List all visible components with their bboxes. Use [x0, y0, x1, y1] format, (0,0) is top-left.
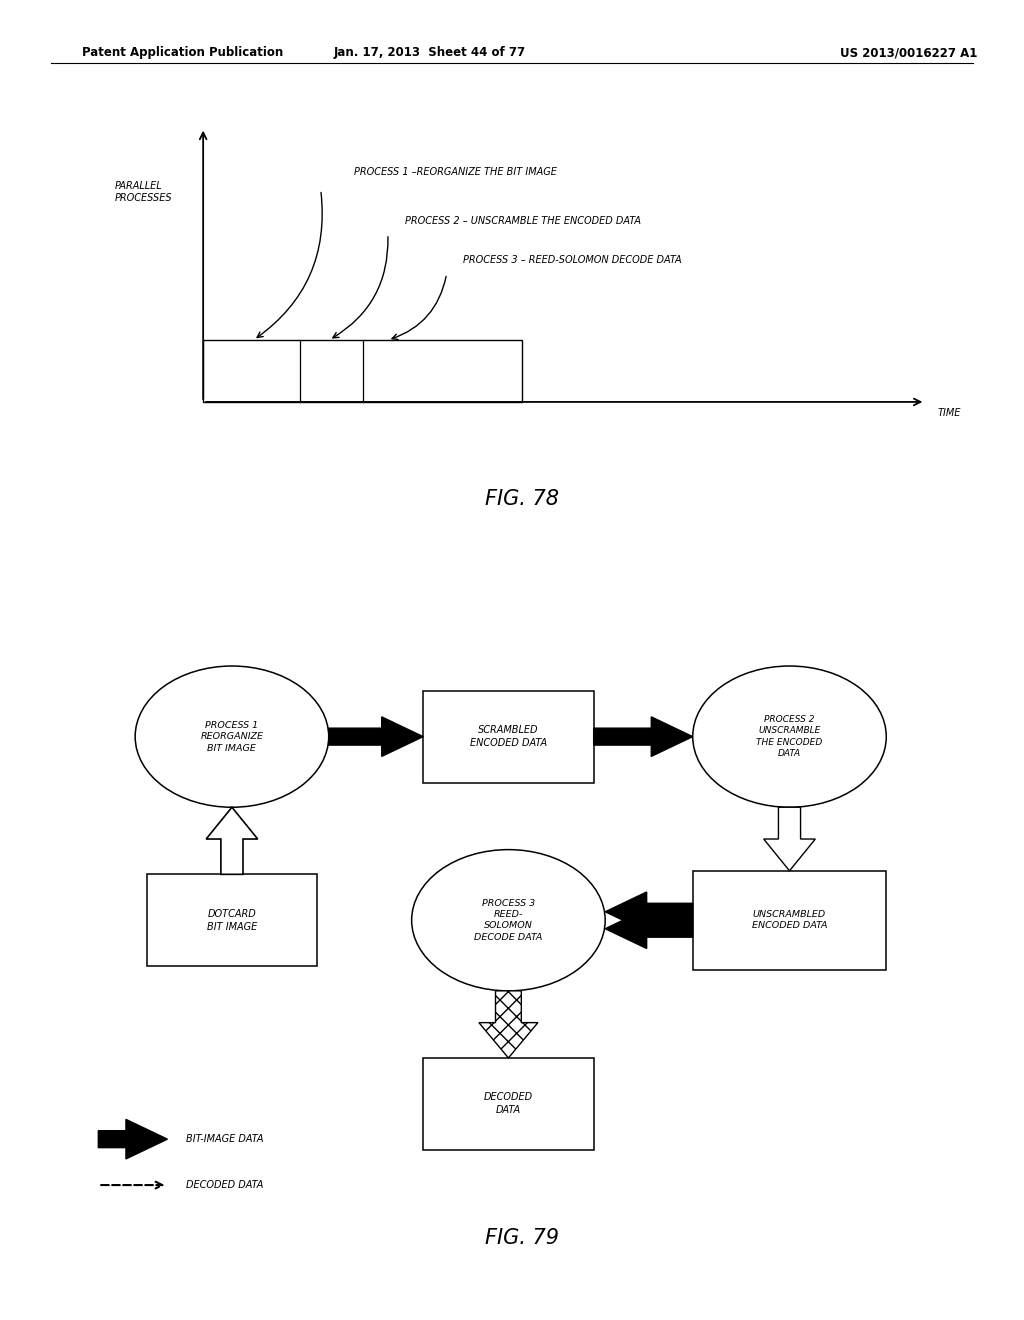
Polygon shape: [479, 991, 538, 1057]
Text: DECODED
DATA: DECODED DATA: [484, 1093, 532, 1115]
Text: BIT-IMAGE DATA: BIT-IMAGE DATA: [186, 1134, 263, 1144]
Text: PROCESS 3 – REED-SOLOMON DECODE DATA: PROCESS 3 – REED-SOLOMON DECODE DATA: [464, 256, 682, 265]
Text: SCRAMBLED
ENCODED DATA: SCRAMBLED ENCODED DATA: [470, 725, 547, 748]
Text: TIME: TIME: [938, 408, 962, 418]
Text: PROCESS 1
REORGANIZE
BIT IMAGE: PROCESS 1 REORGANIZE BIT IMAGE: [201, 721, 263, 752]
Text: Patent Application Publication: Patent Application Publication: [82, 46, 284, 59]
Bar: [423, 1057, 594, 1150]
Bar: [423, 690, 594, 783]
Text: DECODED DATA: DECODED DATA: [186, 1180, 263, 1191]
Text: FIG. 79: FIG. 79: [485, 1228, 559, 1247]
Polygon shape: [98, 1119, 167, 1159]
Ellipse shape: [412, 850, 605, 991]
Ellipse shape: [135, 667, 329, 808]
Polygon shape: [206, 808, 258, 874]
Bar: [203, 341, 522, 401]
Polygon shape: [605, 909, 693, 949]
Polygon shape: [594, 717, 693, 756]
Text: DOTCARD
BIT IMAGE: DOTCARD BIT IMAGE: [207, 909, 257, 932]
Bar: [693, 871, 887, 970]
Polygon shape: [764, 808, 815, 871]
Text: PARALLEL
PROCESSES: PARALLEL PROCESSES: [115, 181, 173, 203]
Text: PROCESS 2 – UNSCRAMBLE THE ENCODED DATA: PROCESS 2 – UNSCRAMBLE THE ENCODED DATA: [404, 215, 641, 226]
Polygon shape: [329, 717, 423, 756]
Text: PROCESS 2
UNSCRAMBLE
THE ENCODED
DATA: PROCESS 2 UNSCRAMBLE THE ENCODED DATA: [757, 715, 822, 758]
Text: US 2013/0016227 A1: US 2013/0016227 A1: [840, 46, 977, 59]
Ellipse shape: [692, 667, 886, 808]
Text: UNSCRAMBLED
ENCODED DATA: UNSCRAMBLED ENCODED DATA: [752, 909, 827, 931]
Text: FIG. 78: FIG. 78: [485, 490, 559, 510]
Text: Jan. 17, 2013  Sheet 44 of 77: Jan. 17, 2013 Sheet 44 of 77: [334, 46, 526, 59]
Text: PROCESS 3
REED-
SOLOMON
DECODE DATA: PROCESS 3 REED- SOLOMON DECODE DATA: [474, 899, 543, 942]
Polygon shape: [605, 892, 693, 932]
Text: PROCESS 1 –REORGANIZE THE BIT IMAGE: PROCESS 1 –REORGANIZE THE BIT IMAGE: [354, 168, 557, 177]
Bar: [146, 874, 317, 966]
